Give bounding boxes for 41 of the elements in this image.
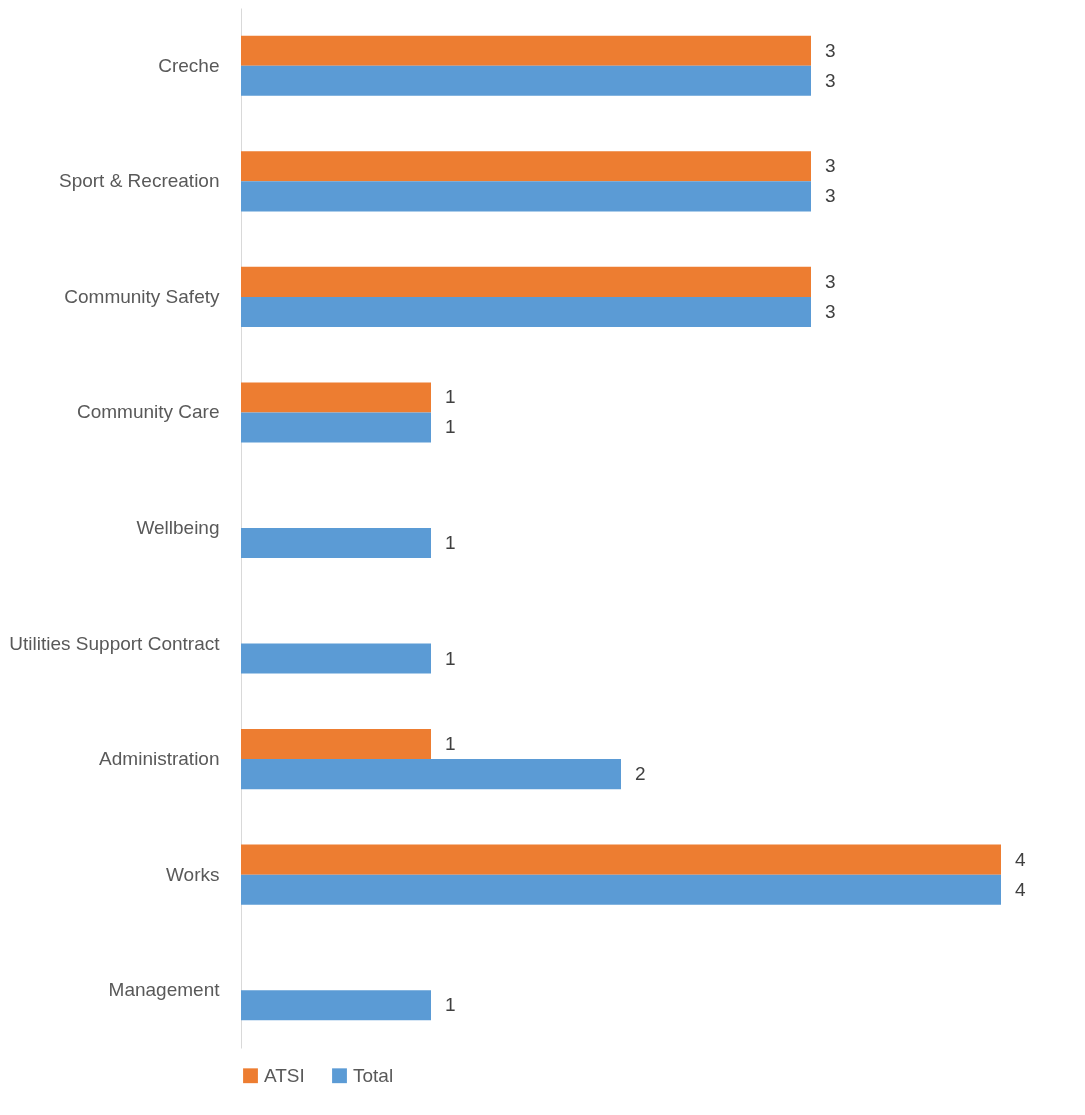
bar (241, 382, 431, 413)
bar (241, 990, 431, 1021)
bar (241, 296, 811, 327)
data-label: 1 (445, 733, 456, 755)
bar (241, 844, 1001, 875)
y-tick-label: Community Care (76, 401, 220, 423)
data-label: 3 (825, 300, 836, 322)
y-tick-label: Management (108, 979, 221, 1001)
bar (241, 266, 811, 297)
bar (241, 181, 811, 212)
y-tick-label: Community Safety (64, 285, 220, 307)
data-label: 3 (825, 185, 836, 207)
bar (241, 528, 431, 559)
data-label: 3 (825, 155, 836, 177)
data-label: 1 (445, 647, 456, 669)
data-label: 2 (635, 763, 646, 785)
data-label: 1 (445, 416, 456, 438)
legend-label: ATSI (264, 1064, 305, 1086)
data-label: 1 (445, 386, 456, 408)
y-tick-label: Wellbeing (136, 517, 220, 538)
bar (241, 874, 1001, 905)
bar (241, 759, 621, 790)
y-tick-label: Creche (158, 54, 220, 76)
data-label: 4 (1015, 848, 1026, 870)
data-label: 4 (1015, 878, 1026, 900)
bar (241, 151, 811, 182)
data-label: 3 (825, 270, 836, 292)
y-tick-label: Sport & Recreation (58, 170, 220, 192)
y-tick-label: Administration (99, 748, 220, 770)
bar (241, 65, 811, 96)
legend-label: Total (353, 1064, 394, 1086)
data-label: 1 (445, 994, 456, 1016)
y-tick-label: Utilities Support Contract (9, 632, 221, 654)
data-label: 3 (825, 69, 836, 91)
bar (241, 412, 431, 443)
y-tick-label: Works (166, 863, 220, 885)
data-label: 3 (825, 39, 836, 61)
bar (241, 35, 811, 66)
bar (241, 729, 431, 760)
bar (241, 643, 431, 674)
data-label: 1 (445, 532, 456, 554)
